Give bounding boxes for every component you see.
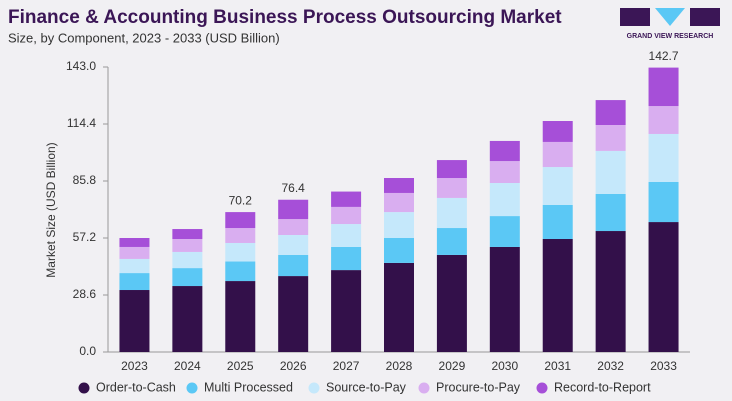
- legend-label: Procure-to-Pay: [436, 380, 521, 394]
- x-tick-label: 2024: [174, 359, 201, 373]
- bar-segment: [595, 124, 626, 151]
- bar-segment: [331, 246, 362, 271]
- bar-segment: [489, 140, 520, 162]
- bar-segment: [119, 258, 150, 274]
- bar-segment: [384, 262, 414, 352]
- legend-swatch: [186, 382, 198, 394]
- x-tick-label: 2031: [544, 359, 571, 373]
- bar-segment: [648, 222, 679, 352]
- x-tick-label: 2027: [333, 359, 360, 373]
- bar-segment: [542, 167, 573, 205]
- legend-swatch: [308, 382, 320, 394]
- bar-segment: [648, 67, 679, 107]
- bar-segment: [595, 150, 626, 194]
- bar-segment: [172, 251, 203, 269]
- logo: GRAND VIEW RESEARCH: [620, 8, 720, 40]
- x-tick-label: 2028: [386, 359, 413, 373]
- bar-segment: [119, 246, 150, 259]
- bar-segment: [225, 261, 256, 282]
- bar-segment: [489, 182, 520, 217]
- y-tick-label: 57.2: [73, 230, 97, 244]
- y-tick-label: 143.0: [66, 59, 96, 73]
- y-tick-label: 28.6: [73, 287, 97, 301]
- bar-segment: [384, 238, 414, 263]
- bar-segment: [542, 204, 573, 239]
- bar-segment: [648, 133, 679, 182]
- legend-label: Multi Processed: [204, 380, 293, 394]
- bar-segment: [542, 238, 573, 352]
- bar-segment: [436, 197, 467, 229]
- x-tick-label: 2029: [439, 359, 466, 373]
- x-tick-label: 2025: [227, 359, 254, 373]
- bar-segment: [489, 161, 520, 183]
- bar-segment: [331, 224, 362, 247]
- bar-segment: [119, 273, 150, 291]
- legend-swatch: [418, 382, 430, 394]
- bar-segment: [172, 238, 203, 252]
- bar-segment: [595, 193, 626, 232]
- x-tick-label: 2032: [597, 359, 624, 373]
- x-tick-label: 2023: [121, 359, 148, 373]
- bar-segment: [331, 270, 362, 352]
- bar-segment: [225, 212, 256, 229]
- legend-label: Record-to-Report: [554, 380, 651, 394]
- legend-label: Order-to-Cash: [96, 380, 176, 394]
- chart-title: Finance & Accounting Business Process Ou…: [8, 7, 562, 28]
- bar-segment: [648, 181, 679, 223]
- legend-swatch: [536, 382, 548, 394]
- bar-segment: [172, 229, 203, 239]
- total-label: 76.4: [282, 181, 306, 195]
- x-tick-label: 2026: [280, 359, 307, 373]
- bar-segment: [278, 276, 309, 352]
- bar-segment: [384, 212, 414, 238]
- bar-segment: [436, 254, 467, 352]
- bar-segment: [489, 216, 520, 247]
- bar-segment: [436, 160, 467, 179]
- bar-segment: [595, 231, 626, 352]
- bar-segment: [278, 235, 309, 255]
- bar-segment: [225, 242, 256, 262]
- total-label: 142.7: [649, 49, 679, 63]
- bar-segment: [542, 121, 573, 142]
- bar-segment: [436, 228, 467, 255]
- logo-text: GRAND VIEW RESEARCH: [627, 33, 714, 40]
- bar-segment: [331, 206, 362, 225]
- y-tick-label: 85.8: [73, 173, 97, 187]
- bar-segment: [225, 228, 256, 243]
- x-tick-label: 2030: [491, 359, 518, 373]
- bar-segment: [172, 268, 203, 287]
- bar-segment: [648, 106, 679, 134]
- bar-segment: [331, 191, 362, 207]
- bar-segment: [542, 141, 573, 168]
- bar-segment: [119, 290, 150, 352]
- x-tick-label: 2033: [650, 359, 677, 373]
- bar-segment: [119, 238, 150, 247]
- chart-subtitle: Size, by Component, 2023 - 2033 (USD Bil…: [8, 30, 280, 45]
- bar-segment: [489, 246, 520, 352]
- bar-segment: [278, 199, 309, 220]
- bar-segment: [595, 100, 626, 125]
- bar-segment: [436, 178, 467, 198]
- bar-segment: [278, 219, 309, 236]
- legend-label: Source-to-Pay: [326, 380, 407, 394]
- y-tick-label: 0.0: [79, 344, 96, 358]
- bar-segment: [172, 286, 203, 352]
- bar-segment: [384, 178, 414, 193]
- y-tick-label: 114.4: [67, 116, 96, 130]
- total-label: 70.2: [229, 193, 253, 207]
- bar-segment: [384, 192, 414, 213]
- bar-segment: [278, 254, 309, 277]
- legend-swatch: [78, 382, 90, 394]
- y-axis-label: Market Size (USD Billion): [44, 142, 58, 277]
- bar-segment: [225, 281, 256, 352]
